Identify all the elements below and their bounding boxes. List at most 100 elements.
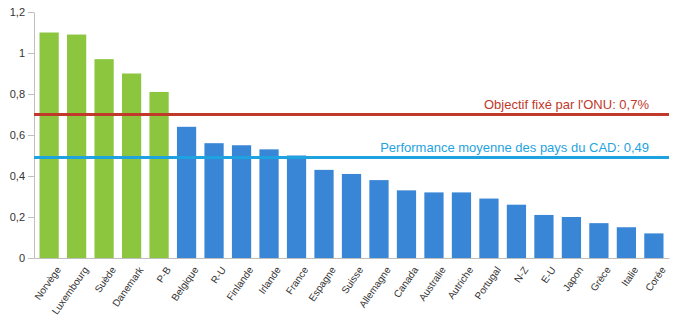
y-tick: 0,2 — [10, 211, 34, 223]
x-tick: Finlande — [224, 258, 255, 302]
x-tick: Italie — [619, 258, 640, 288]
x-tick-label: Japon — [561, 265, 586, 294]
x-tick: R-U — [209, 258, 228, 286]
annotations: Objectif fixé par l'ONU: 0,7% Performance… — [34, 97, 669, 158]
y-tick-mark — [28, 258, 34, 259]
x-tick: Portugal — [472, 258, 502, 301]
reference-line — [34, 156, 669, 159]
x-tick: Irlande — [256, 258, 283, 296]
y-tick-label: 0 — [19, 252, 25, 264]
x-tick-label: Australie — [417, 264, 449, 303]
x-tick: Corée — [643, 258, 668, 293]
bar — [452, 192, 471, 258]
y-tick: 0,6 — [10, 129, 34, 141]
bar — [204, 143, 223, 258]
bar — [39, 33, 58, 259]
y-tick-label: 1,2 — [10, 6, 25, 18]
x-tick-label: Irlande — [256, 264, 283, 296]
x-tick: Espagne — [306, 258, 338, 303]
bar — [177, 127, 196, 258]
x-tick: Luxembourg — [50, 258, 91, 316]
x-tick: Australie — [417, 258, 449, 303]
y-tick-label: 0,4 — [10, 170, 25, 182]
y-tick-mark — [28, 217, 34, 218]
bar — [369, 180, 388, 258]
x-tick-label: Suède — [92, 264, 118, 294]
reference-label: Objectif fixé par l'ONU: 0,7% — [484, 97, 649, 112]
x-tick-label: Corée — [643, 264, 668, 293]
x-tick-label: Luxembourg — [50, 265, 91, 317]
x-tick-label: France — [284, 264, 311, 296]
y-axis: 0 0,2 0,4 0,6 0,8 1 1,2 — [10, 6, 35, 264]
bar — [67, 35, 86, 258]
x-tick: Belgique — [169, 258, 201, 303]
y-tick-mark — [28, 94, 34, 95]
x-tick-label: Canada — [391, 264, 420, 299]
bar — [479, 199, 498, 258]
x-tick-label: Finlande — [224, 264, 255, 302]
y-axis-line — [34, 13, 35, 259]
y-tick-label: 0,8 — [10, 88, 25, 100]
x-tick-label: P-B — [154, 264, 173, 284]
x-tick: France — [284, 258, 311, 296]
bar — [562, 217, 581, 258]
y-tick-label: 1 — [19, 47, 25, 59]
y-tick-label: 0,6 — [10, 129, 25, 141]
reference-line — [34, 113, 669, 116]
x-tick-label: Italie — [619, 264, 640, 288]
reference-label: Performance moyenne des pays du CAD: 0,4… — [380, 140, 649, 155]
y-tick: 0,8 — [10, 88, 34, 100]
bar — [424, 192, 443, 258]
x-tick: Grèce — [588, 258, 613, 293]
y-tick-mark — [28, 53, 34, 54]
y-tick: 1 — [19, 47, 34, 59]
y-tick-mark — [28, 135, 34, 136]
x-tick: Suisse — [339, 258, 365, 296]
x-tick-label: Autriche — [445, 264, 475, 301]
bar — [534, 215, 553, 258]
y-tick-mark — [28, 176, 34, 177]
x-tick-label: R-U — [209, 265, 228, 286]
y-tick: 0,4 — [10, 170, 34, 182]
y-tick: 0 — [19, 252, 34, 264]
bar — [617, 227, 636, 258]
x-tick: Danemark — [110, 258, 146, 309]
bar — [122, 74, 141, 259]
x-tick: Suède — [92, 258, 118, 295]
x-tick: Japon — [561, 258, 586, 293]
bar — [314, 170, 333, 258]
bar — [342, 174, 361, 258]
plot: 0 0,2 0,4 0,6 0,8 1 1,2 NorvègeLuxembourgSuèdeD… — [10, 6, 670, 316]
bar — [397, 190, 416, 258]
bar — [232, 145, 251, 258]
y-tick-mark — [28, 12, 34, 13]
x-tick: Autriche — [445, 258, 475, 301]
x-tick: Allemagne — [357, 258, 393, 310]
x-tick: E-U — [539, 258, 558, 285]
y-tick: 1,2 — [10, 6, 34, 18]
bars — [39, 33, 663, 259]
x-tick-label: E-U — [539, 265, 558, 285]
bar — [589, 223, 608, 258]
bar — [644, 233, 663, 258]
bar — [259, 149, 278, 258]
x-tick: N-Z — [512, 258, 531, 285]
x-tick-label: Portugal — [472, 265, 502, 302]
chart: 0 0,2 0,4 0,6 0,8 1 1,2 NorvègeLuxembourgSuèdeD… — [0, 0, 677, 336]
x-axis: NorvègeLuxembourgSuèdeDanemark P-BBelgiqu… — [32, 258, 669, 316]
x-tick-label: Belgique — [169, 264, 201, 303]
x-tick: Norvège — [32, 258, 63, 302]
x-tick-label: Suisse — [339, 264, 365, 295]
x-tick-label: N-Z — [512, 265, 531, 285]
y-tick-label: 0,2 — [10, 211, 25, 223]
x-tick: Canada — [391, 258, 420, 300]
x-tick-label: Grèce — [588, 264, 613, 293]
bar — [149, 92, 168, 258]
x-axis-line — [35, 258, 670, 259]
x-tick: P-B — [154, 258, 173, 285]
bar — [507, 205, 526, 258]
x-tick-label: Espagne — [306, 264, 338, 303]
bar — [287, 156, 306, 259]
x-tick-label: Danemark — [110, 264, 146, 309]
x-tick-label: Allemagne — [357, 264, 393, 309]
